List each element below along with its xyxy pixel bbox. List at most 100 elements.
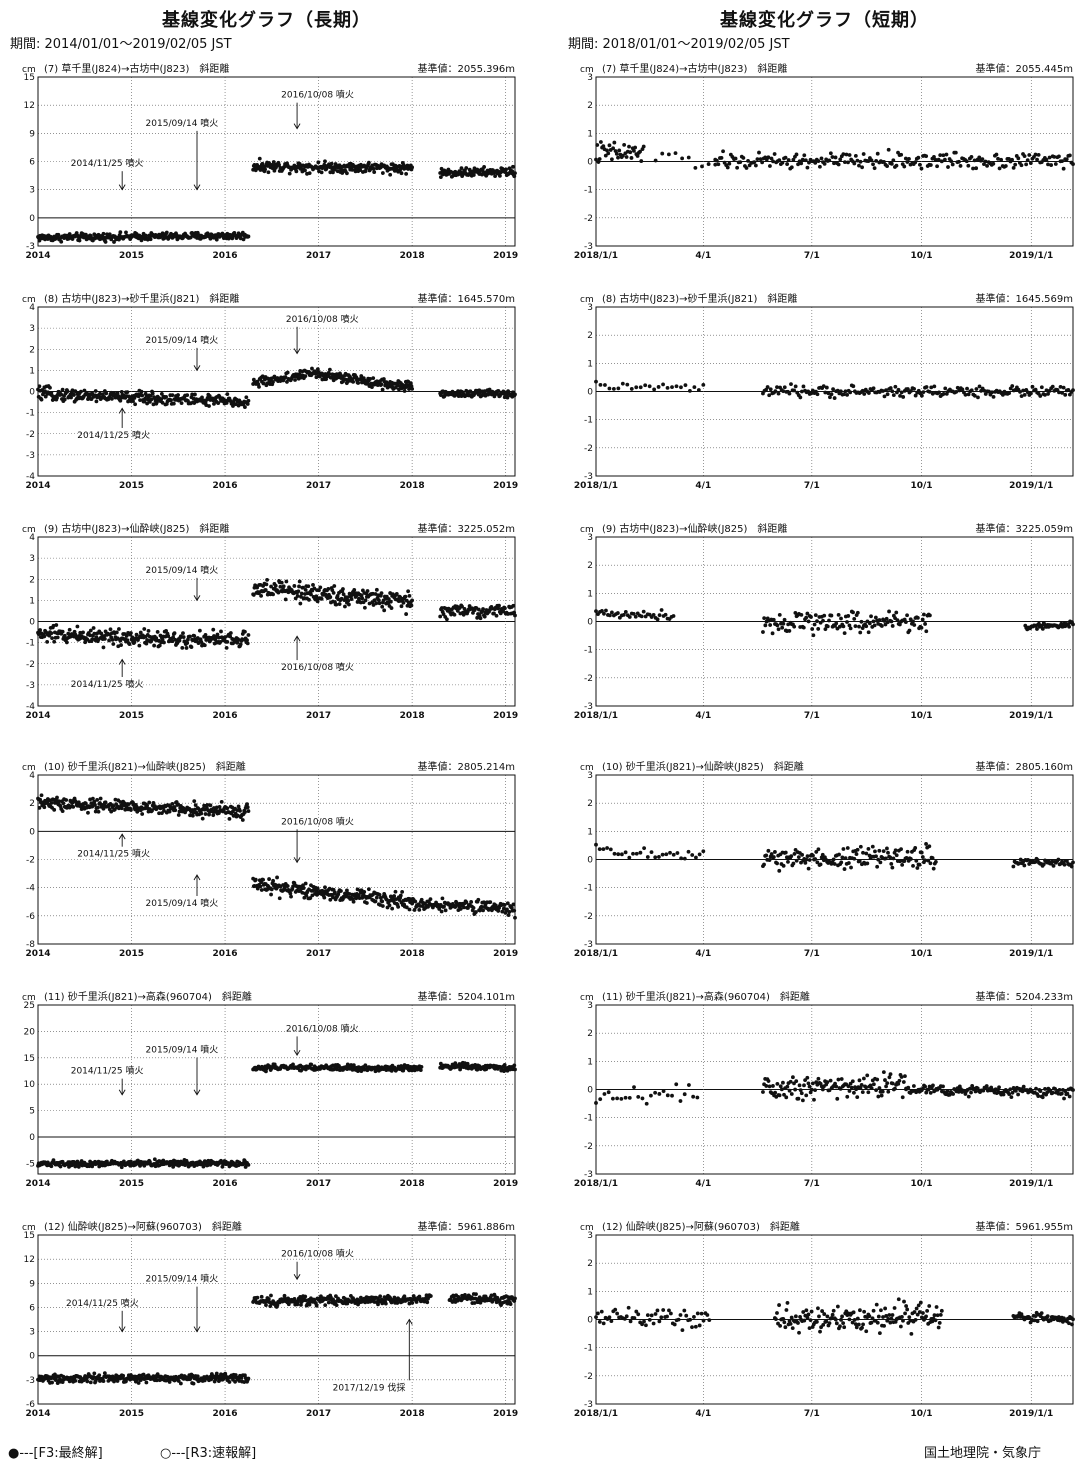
data-point <box>695 1095 700 1100</box>
annotation-label: 2016/10/08 噴火 <box>281 661 354 673</box>
data-point <box>885 1081 890 1086</box>
data-point <box>945 1089 950 1094</box>
data-point <box>404 171 409 176</box>
data-point <box>455 609 460 613</box>
data-point <box>994 152 999 157</box>
data-point <box>828 151 833 156</box>
data-point <box>775 623 780 628</box>
baseline-chart-long: (9) 古坊中(J823)→仙酔峡(J825) 斜距離 基準値：3225.052m… <box>0 520 523 728</box>
x-tick-label: 2015 <box>119 251 144 261</box>
data-point <box>645 855 650 859</box>
data-point <box>379 382 384 387</box>
data-point <box>796 855 801 860</box>
data-point <box>641 144 646 149</box>
data-point <box>767 858 772 862</box>
data-point <box>1000 392 1005 397</box>
data-point <box>643 383 648 388</box>
data-point <box>800 852 804 857</box>
x-tick-label: 2018 <box>400 711 425 721</box>
data-point <box>789 854 794 859</box>
data-point <box>798 1088 803 1093</box>
data-point <box>875 864 880 869</box>
data-point <box>318 585 323 590</box>
x-tick-label: 2016 <box>213 711 238 721</box>
data-point <box>838 389 843 394</box>
data-point <box>799 161 804 166</box>
y-tick-label: 5 <box>29 1107 35 1117</box>
data-point <box>1044 388 1049 393</box>
data-point <box>891 856 896 861</box>
data-point <box>420 904 425 909</box>
data-point <box>919 850 924 855</box>
data-point <box>792 624 797 629</box>
data-point <box>866 1090 871 1095</box>
y-tick-label: 4 <box>29 533 35 543</box>
y-unit-label: cm <box>22 295 36 305</box>
annotation-label: 2016/10/08 噴火 <box>281 89 354 101</box>
chart-title: (10) 砂千里浜(J821)→仙酔峡(J825) 斜距離 <box>44 760 246 773</box>
data-point <box>890 389 895 394</box>
data-point <box>151 402 156 407</box>
y-unit-label: cm <box>580 295 594 305</box>
y-tick-label: -3 <box>26 681 35 691</box>
annotation-label: 2014/11/25 噴火 <box>71 678 144 690</box>
data-point <box>787 391 792 396</box>
data-point <box>595 143 600 147</box>
data-point <box>377 892 382 897</box>
data-point <box>192 633 197 638</box>
data-point <box>37 384 42 389</box>
data-point <box>899 152 904 157</box>
data-point <box>512 908 517 913</box>
data-point <box>277 163 281 167</box>
data-point <box>805 611 810 616</box>
data-point <box>477 613 482 618</box>
plot-frame <box>595 774 1074 945</box>
data-point <box>927 389 932 394</box>
annotation-arrowhead <box>118 407 126 414</box>
data-point <box>881 1070 886 1075</box>
data-point <box>815 860 820 865</box>
data-point <box>1053 1087 1057 1091</box>
data-point <box>64 798 69 802</box>
data-point <box>627 144 631 149</box>
data-point <box>162 808 166 813</box>
annotation-arrowhead <box>193 595 201 602</box>
data-point <box>1057 154 1061 159</box>
data-point <box>241 237 246 242</box>
data-point <box>917 862 922 867</box>
data-point <box>905 613 909 618</box>
x-tick-label: 4/1 <box>695 711 711 721</box>
data-point <box>928 613 932 618</box>
data-point <box>640 1096 645 1101</box>
x-tick-label: 7/1 <box>804 251 820 261</box>
data-point <box>605 148 609 153</box>
data-point <box>772 152 777 156</box>
x-tick-label: 2015 <box>119 949 144 959</box>
data-point <box>701 382 706 387</box>
data-point <box>973 1089 978 1094</box>
data-point <box>820 1087 825 1092</box>
data-point <box>475 615 480 620</box>
data-point <box>855 158 860 163</box>
plot-frame <box>37 306 516 477</box>
data-point <box>193 803 198 808</box>
data-point <box>496 389 501 393</box>
data-point <box>864 1085 869 1090</box>
annotation-arrowhead <box>293 857 301 864</box>
chart-title: (7) 草千里(J824)→古坊中(J823) 斜距離 <box>44 62 229 75</box>
data-points <box>36 1292 517 1386</box>
data-point <box>185 393 190 398</box>
data-point <box>911 863 915 868</box>
data-point <box>92 631 97 636</box>
x-tick-label: 10/1 <box>911 251 933 261</box>
data-point <box>918 162 922 167</box>
y-tick-label: 2 <box>29 575 35 585</box>
data-point <box>118 800 123 804</box>
data-point <box>37 805 42 810</box>
data-point <box>946 165 950 169</box>
data-point <box>407 387 411 391</box>
data-point <box>846 614 851 618</box>
data-point <box>818 164 822 169</box>
data-point <box>1040 1095 1045 1100</box>
annotation-arrowhead <box>118 833 126 840</box>
